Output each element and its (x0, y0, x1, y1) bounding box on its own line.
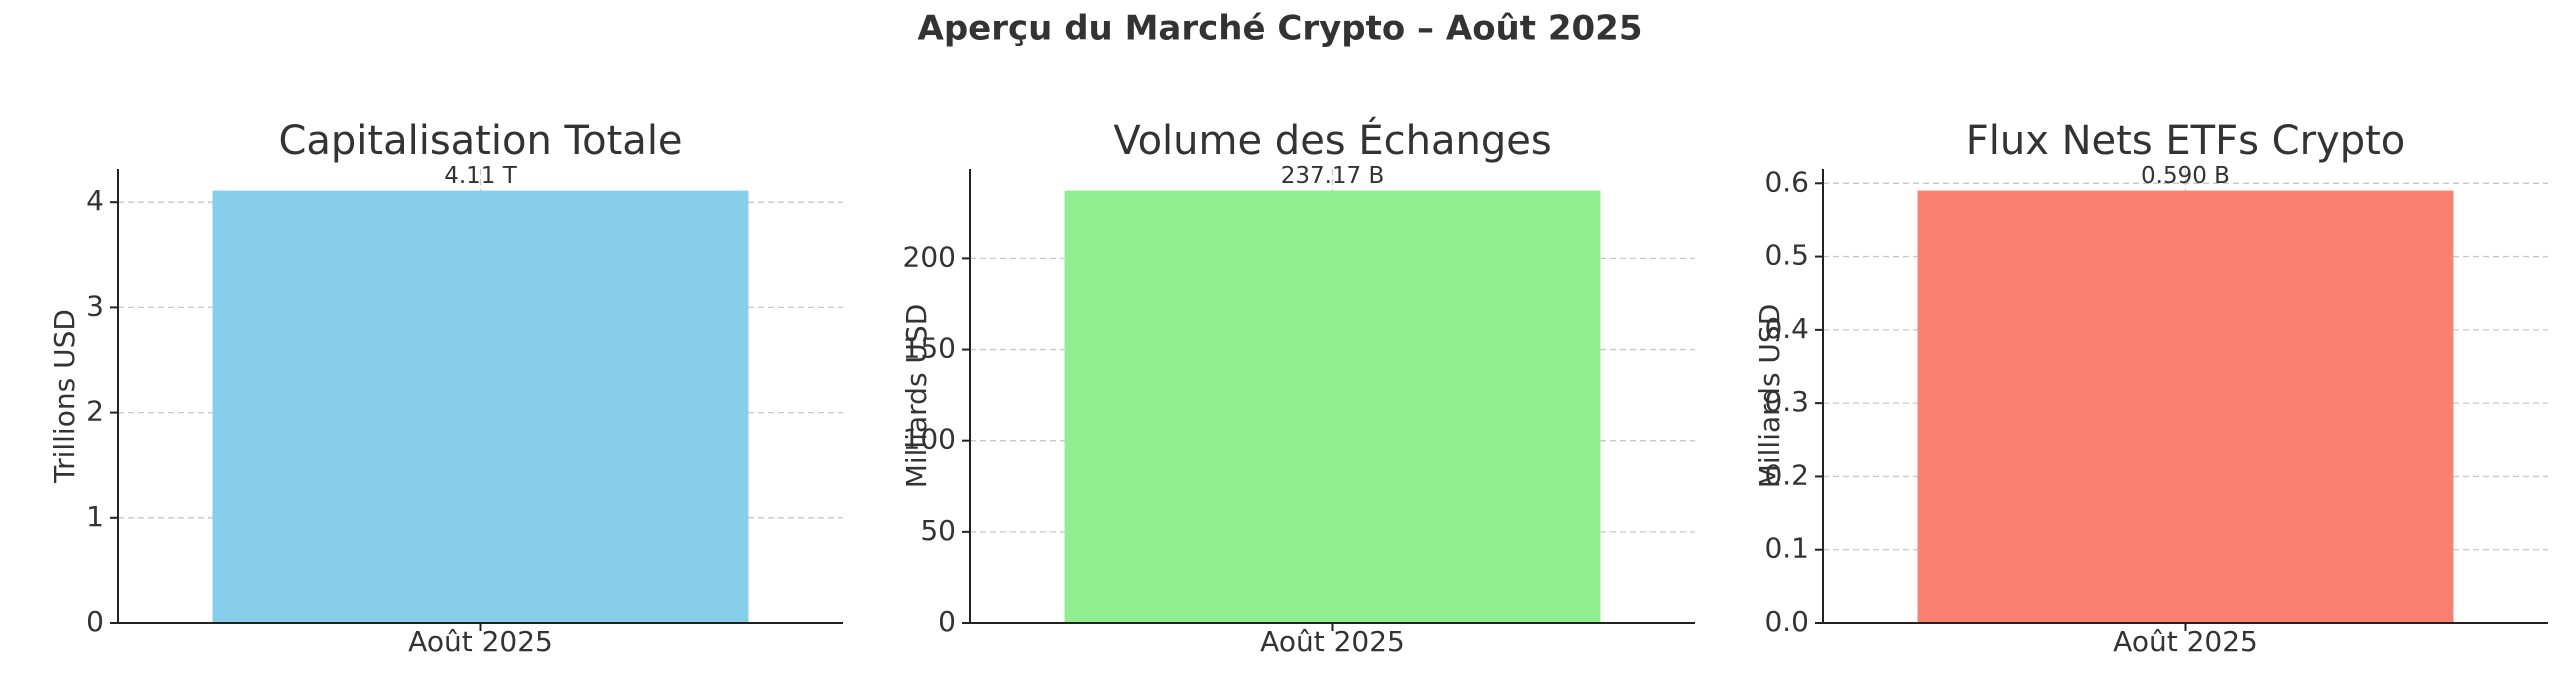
value-label: 237.17 B (1281, 163, 1385, 189)
y-tick-label: 0.5 (1764, 239, 1809, 272)
subplot-title: Flux Nets ETFs Crypto (1966, 118, 2406, 164)
y-axis-label: Trillions USD (48, 309, 81, 484)
y-tick-label: 0.1 (1764, 532, 1809, 565)
y-tick-label: 0.4 (1764, 312, 1809, 345)
y-tick-label: 1 (86, 500, 104, 533)
subplot-title: Capitalisation Totale (278, 118, 682, 164)
y-tick-label: 50 (920, 514, 956, 547)
value-label: 4.11 T (444, 163, 518, 189)
x-tick-label: Août 2025 (2113, 625, 2258, 658)
y-axis-label: Milliards USD (1753, 304, 1786, 489)
y-tick-label: 0.6 (1764, 165, 1809, 198)
subplot-title: Volume des Échanges (1113, 116, 1551, 164)
x-tick-label: Août 2025 (408, 625, 553, 658)
value-label: 0.590 B (2141, 163, 2230, 189)
y-tick-label: 3 (86, 289, 104, 322)
y-axis-label: Milliards USD (900, 304, 933, 489)
bar (1917, 190, 2454, 623)
y-tick-label: 0.2 (1764, 458, 1809, 491)
y-tick-label: 2 (86, 395, 104, 428)
y-tick-label: 150 (903, 332, 956, 365)
figure-title: Aperçu du Marché Crypto – Août 2025 (918, 9, 1643, 49)
x-tick-label: Août 2025 (1260, 625, 1405, 658)
y-tick-label: 0.3 (1764, 385, 1809, 418)
y-tick-label: 200 (903, 240, 956, 273)
y-tick-label: 0.0 (1764, 605, 1809, 638)
y-tick-label: 100 (903, 423, 956, 456)
y-tick-label: 0 (86, 605, 104, 638)
bar (212, 190, 749, 623)
y-tick-label: 4 (86, 184, 104, 217)
y-tick-label: 0 (938, 605, 956, 638)
bar (1064, 190, 1601, 624)
